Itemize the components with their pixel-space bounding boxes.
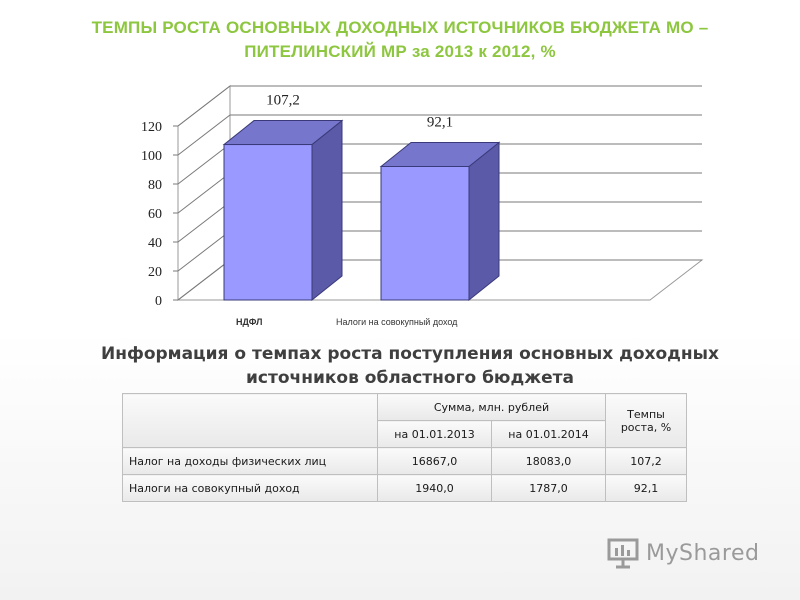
y-tick-label: 0 (155, 294, 162, 309)
header-rate-line-1: Темпы (627, 407, 665, 421)
bar-front (223, 144, 313, 301)
row-label: Налог на доходы физических лиц (122, 447, 378, 475)
y-tick-label: 120 (141, 120, 162, 135)
header-sum: Сумма, млн. рублей (377, 393, 606, 421)
gridline (177, 114, 702, 156)
presentation-board-icon (607, 538, 639, 569)
row-label: Налоги на совокупный доход (122, 474, 378, 502)
row-value-2014: 18083,0 (491, 447, 606, 475)
row-rate: 107,2 (605, 447, 687, 475)
data-label: 107,2 (266, 93, 300, 109)
table-row: Налоги на совокупный доход 1940,0 1787,0… (122, 474, 687, 502)
y-tick-label: 40 (148, 236, 162, 251)
header-empty-cell (122, 393, 378, 448)
slide-title-line-2: ПИТЕЛИНСКИЙ МР за 2013 к 2012, % (244, 42, 556, 61)
table-row: Налог на доходы физических лиц 16867,0 1… (122, 447, 687, 475)
gridline (177, 85, 702, 127)
slide-title: ТЕМПЫ РОСТА ОСНОВНЫХ ДОХОДНЫХ ИСТОЧНИКОВ… (20, 16, 780, 64)
table-title: Информация о темпах роста поступления ос… (40, 342, 780, 390)
revenue-table: Сумма, млн. рублей Темпы роста, % на 01.… (122, 393, 687, 502)
row-value-2013: 16867,0 (377, 447, 492, 475)
row-value-2014: 1787,0 (491, 474, 606, 502)
y-tick-label: 100 (141, 149, 162, 164)
watermark-text: MyShared (646, 540, 760, 566)
x-category-label: НДФЛ (236, 317, 262, 327)
watermark: MyShared (606, 536, 759, 570)
table-title-line-2: источников областного бюджета (246, 368, 574, 388)
table-title-line-1: Информация о темпах роста поступления ос… (100, 344, 719, 364)
bar-front (380, 165, 470, 301)
y-tick-label: 60 (148, 207, 162, 222)
bar-top (379, 141, 501, 167)
x-category-label: Налоги на совокупный доход (336, 317, 458, 327)
table-header-row: Сумма, млн. рублей Темпы роста, % (122, 393, 687, 448)
data-label: 92,1 (427, 114, 453, 130)
bar-side (311, 119, 343, 302)
header-rate-line-2: роста, % (620, 420, 672, 434)
row-value-2013: 1940,0 (377, 474, 492, 502)
header-rate: Темпы роста, % (605, 393, 687, 448)
header-date-2013: на 01.01.2013 (377, 420, 492, 448)
bar-top (222, 120, 344, 146)
y-tick-label: 80 (148, 178, 162, 193)
bar-chart-3d: 0 20 40 60 80 100 120 107,2 НДФЛ 92,1 Налоги на со… (141, 84, 704, 327)
slide-title-line-1: ТЕМПЫ РОСТА ОСНОВНЫХ ДОХОДНЫХ ИСТОЧНИКОВ… (91, 18, 709, 37)
y-tick-label: 20 (148, 265, 162, 280)
row-rate: 92,1 (605, 474, 687, 502)
bar-side (468, 141, 500, 302)
header-date-2014: на 01.01.2014 (491, 420, 606, 448)
